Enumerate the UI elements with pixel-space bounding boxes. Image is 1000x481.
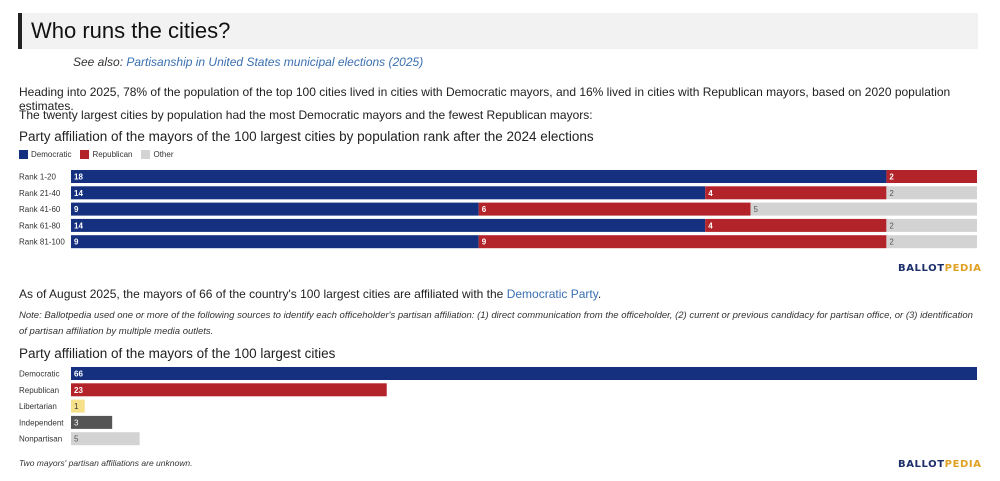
rank-category-label: Rank 81-100 [19,238,65,247]
party-chart-title: Party affiliation of the mayors of the 1… [19,346,336,361]
bar-republican [71,383,387,397]
legend-item-other: Other [141,150,174,159]
party-category-label: Nonpartisan [19,435,62,444]
rank-category-label: Rank 1-20 [19,173,56,182]
bar-value-label: 4 [708,221,713,230]
legend-label-other: Other [153,150,174,159]
bar-value-label: 14 [74,189,83,198]
party-category-label: Independent [19,418,64,427]
bar-republican-rank-21-40 [705,186,887,200]
rank-stacked-bar-chart: Rank 1-20 18 2 Rank 21-40 14 4 2 Rank 41-60 9 6 5 R… [19,170,977,249]
bar-value-label: 5 [74,435,79,444]
bar-libertarian [71,399,85,413]
rank-category-label: Rank 41-60 [19,205,61,214]
bar-independent [71,415,113,429]
bar-value-label: 9 [482,238,487,247]
see-also-prefix: See also: [73,55,127,69]
section-title: Who runs the cities? [31,18,231,43]
bar-value-label: 2 [889,189,894,198]
bar-value-label: 66 [74,370,83,379]
bar-value-label: 1 [74,402,79,411]
bar-value-label: 2 [889,173,894,182]
legend-label-republican: Republican [92,150,133,159]
legend-swatch-democratic [19,150,28,159]
bar-republican-rank-61-80 [705,218,887,232]
bar-other-rank-61-80 [886,218,977,232]
rank-category-label: Rank 61-80 [19,221,61,230]
bar-other-rank-21-40 [886,186,977,200]
legend-label-democratic: Democratic [31,150,72,159]
bar-nonpartisan [71,432,140,446]
see-also-line: See also: Partisanship in United States … [73,55,423,69]
bar-other-rank-81-100 [886,235,977,249]
rank-chart-legend: Democratic Republican Other [19,150,174,159]
bar-value-label: 9 [74,238,79,247]
logo-part-ballot: BALLOT [898,263,945,274]
bar-democratic-rank-61-80 [71,218,706,232]
unknown-footnote: Two mayors' partisan affiliations are un… [19,458,193,468]
ballotpedia-logo-2: BALLOTPEDIA [898,459,982,470]
bar-value-label: 14 [74,221,83,230]
section-heading-box: Who runs the cities? [18,13,978,49]
rank-chart-title: Party affiliation of the mayors of the 1… [19,129,594,144]
legend-item-democratic: Democratic [19,150,71,159]
legend-swatch-republican [80,150,90,159]
logo-part-pedia: PEDIA [944,263,982,274]
legend-item-republican: Republican [80,150,132,159]
logo-part-pedia: PEDIA [944,459,982,470]
mid-paragraph-suffix: . [597,287,602,301]
bar-other-rank-41-60 [750,202,977,216]
bar-republican-rank-41-60 [478,202,751,216]
bar-value-label: 9 [74,205,79,214]
bar-value-label: 23 [74,386,83,395]
bar-value-label: 2 [889,221,894,230]
bar-value-label: 5 [754,205,759,214]
party-category-label: Democratic [19,370,59,379]
bar-democratic-rank-81-100 [71,235,479,249]
ballotpedia-logo-1: BALLOTPEDIA [898,263,982,274]
bar-democratic-rank-21-40 [71,186,706,200]
bar-value-label: 3 [74,418,79,427]
bar-republican-rank-1-20 [886,170,977,183]
party-bar-chart: Democratic 66 Republican 23 Libertarian 1 Inde… [19,367,977,446]
bar-value-label: 18 [74,173,83,182]
bar-democratic-rank-1-20 [71,170,887,183]
largest-cities-paragraph: The twenty largest cities by population … [19,108,593,122]
intro-paragraph: Heading into 2025, 78% of the population… [19,85,951,113]
party-category-label: Libertarian [19,402,57,411]
bar-democratic [71,367,977,380]
mid-paragraph-text: As of August 2025, the mayors of 66 of t… [19,287,507,301]
rank-category-label: Rank 21-40 [19,189,61,198]
bar-value-label: 4 [708,189,713,198]
legend-swatch-other [141,150,151,159]
sources-note: Note: Ballotpedia used one or more of th… [19,310,973,337]
bar-democratic-rank-41-60 [71,202,479,216]
democratic-party-link[interactable]: Democratic Party [506,287,598,301]
bar-republican-rank-81-100 [478,235,887,249]
bar-value-label: 6 [482,205,487,214]
party-category-label: Republican [19,386,59,395]
bar-value-label: 2 [889,238,894,247]
see-also-link[interactable]: Partisanship in United States municipal … [126,55,424,69]
mid-paragraph: As of August 2025, the mayors of 66 of t… [19,287,601,301]
logo-part-ballot: BALLOT [898,459,945,470]
